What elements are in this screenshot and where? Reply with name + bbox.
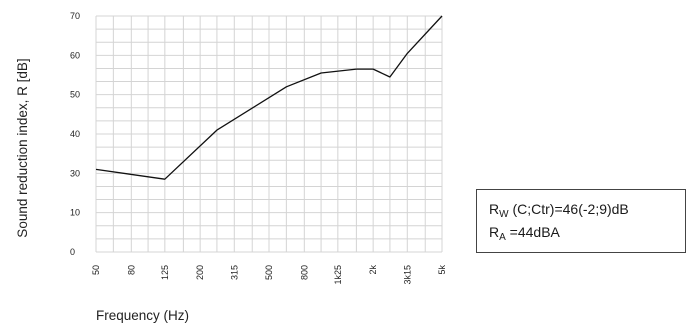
y-tick-label: 70 (70, 11, 80, 21)
x-tick-labels: 50 80 125 200 315 500 800 1k25 2k 3k15 5k (91, 265, 447, 285)
y-axis-title: Sound reduction index, R [dB] (15, 58, 30, 237)
x-tick-label: 500 (264, 265, 274, 280)
x-tick-label: 800 (299, 265, 309, 280)
rw-subscript: W (499, 209, 509, 220)
x-tick-label: 5k (437, 265, 447, 275)
x-tick-label: 315 (229, 265, 239, 280)
y-tick-label: 0 (70, 247, 75, 257)
x-tick-label: 3k15 (402, 265, 412, 285)
x-tick-label: 125 (160, 265, 170, 280)
series-line (95, 15, 443, 180)
rating-box: RW (C;Ctr)=46(-2;9)dB RA =44dBA (476, 189, 686, 253)
x-tick-label: 1k25 (333, 265, 343, 285)
x-tick-label: 50 (91, 265, 101, 275)
y-tick-label: 30 (70, 168, 80, 178)
ra-rating-line: RA =44dBA (489, 222, 685, 245)
y-tick-label: 40 (70, 129, 80, 139)
x-tick-label: 200 (195, 265, 205, 280)
y-tick-label: 10 (70, 208, 80, 218)
rw-rating-line: RW (C;Ctr)=46(-2;9)dB (489, 199, 685, 222)
data-series (95, 15, 443, 180)
y-tick-label: 50 (70, 90, 80, 100)
y-tick-label: 60 (70, 50, 80, 60)
rw-value: (C;Ctr)=46(-2;9)dB (508, 201, 629, 217)
chart-grid (95, 15, 443, 253)
x-tick-label: 2k (368, 265, 378, 275)
ra-value: =44dBA (505, 224, 560, 240)
ra-symbol: R (489, 224, 500, 240)
x-tick-label: 80 (126, 265, 136, 275)
y-tick-labels: 0 10 30 40 50 60 70 (70, 11, 80, 257)
x-axis-title: Frequency (Hz) (96, 308, 189, 323)
ra-subscript: A (499, 232, 506, 243)
rw-symbol: R (489, 201, 500, 217)
